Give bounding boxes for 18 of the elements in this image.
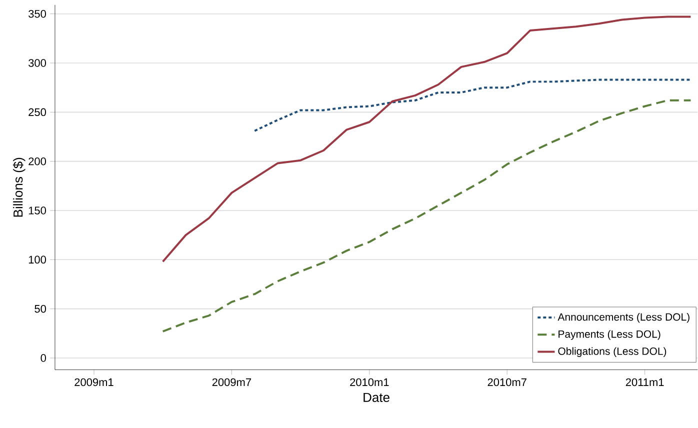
legend-label: Obligations (Less DOL) [558,347,666,358]
x-tick-label: 2011m1 [626,378,664,386]
y-tick-label: 100 [28,256,46,264]
y-tick-label: 350 [28,10,46,18]
legend-label: Payments (Less DOL) [558,330,660,340]
x-axis-title: Date [364,393,390,402]
x-tick-label: 2009m1 [74,378,114,386]
x-tick-label: 2010m7 [488,378,526,386]
y-tick-label: 200 [28,158,46,166]
x-tick-label: 2010m1 [350,378,389,386]
y-tick-label: 300 [28,59,46,68]
y-tick-label: 0 [40,354,46,362]
y-tick-label: 50 [34,305,46,313]
y-axis-title: Billions ($) [12,158,26,217]
y-tick-label: 250 [28,108,46,116]
x-tick-label: 2009m7 [212,378,252,386]
legend-label: Announcements (Less DOL) [558,313,690,323]
y-tick-label: 150 [28,206,46,215]
